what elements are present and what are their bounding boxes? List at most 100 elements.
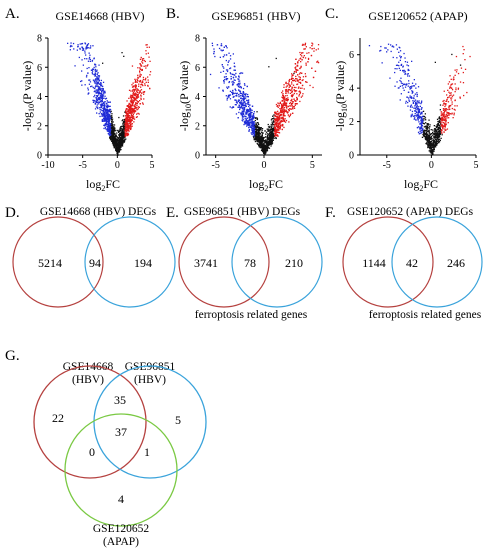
volcano-point [404, 70, 406, 72]
volcano-point [118, 131, 120, 133]
volcano-point [235, 72, 237, 75]
volcano-point [115, 140, 117, 142]
volcano-point [127, 116, 130, 119]
volcano-point [136, 113, 138, 115]
volcano-point [440, 111, 442, 113]
volcano-point [432, 146, 435, 149]
volcano-point [248, 121, 250, 124]
volcano-point [251, 111, 253, 114]
y-tick-label: 2 [349, 117, 354, 128]
volcano-point [275, 111, 277, 113]
volcano-point [114, 141, 116, 143]
volcano-point [112, 137, 114, 139]
volcano-point [442, 119, 444, 121]
volcano-point [421, 129, 424, 131]
volcano-point [433, 125, 435, 127]
x-tick-label: -5 [211, 160, 219, 171]
volcano-point [113, 137, 115, 139]
volcano-point [447, 122, 449, 124]
volcano-point [264, 147, 266, 149]
volcano-point [247, 101, 249, 103]
volcano-point [97, 91, 99, 93]
volcano-point [97, 89, 99, 92]
volcano-point [299, 51, 301, 54]
venn-g-circle-gse96851 [93, 365, 207, 479]
volcano-point [242, 118, 244, 120]
volcano-point [109, 129, 111, 131]
volcano-point [446, 98, 448, 101]
volcano-point [227, 69, 229, 71]
volcano-point [133, 98, 135, 100]
y-tick-label: 0 [37, 151, 42, 162]
volcano-point [420, 124, 423, 126]
volcano-point [285, 103, 287, 105]
volcano-point [122, 123, 124, 125]
volcano-point [269, 131, 271, 133]
volcano-point [432, 131, 434, 134]
volcano-point [423, 126, 425, 128]
volcano-point [95, 100, 97, 103]
volcano-point [115, 140, 117, 142]
volcano-point [103, 102, 105, 104]
volcano-point [448, 96, 450, 98]
volcano-point [243, 107, 245, 109]
volcano-point [291, 88, 293, 90]
volcano-point [276, 134, 278, 136]
volcano-point [134, 110, 136, 113]
volcano-point [233, 92, 235, 95]
volcano-point [418, 121, 420, 123]
volcano-point [399, 50, 402, 52]
volcano-point [444, 110, 446, 112]
volcano-point [136, 106, 138, 109]
volcano-point [311, 42, 313, 44]
volcano-point [244, 93, 246, 95]
volcano-point [134, 85, 136, 87]
volcano-point [440, 117, 442, 119]
volcano-point [130, 117, 132, 119]
volcano-point [291, 77, 293, 79]
volcano-point [313, 47, 315, 50]
volcano-point [445, 103, 447, 105]
volcano-point [400, 64, 402, 66]
volcano-point [97, 102, 99, 104]
volcano-point [145, 67, 147, 69]
volcano-point [299, 100, 301, 103]
volcano-point [439, 135, 441, 138]
volcano-point [245, 120, 247, 122]
volcano-point [423, 119, 425, 121]
volcano-point [299, 67, 301, 70]
volcano-point [259, 128, 261, 131]
volcano-point [131, 86, 134, 88]
volcano-point [101, 120, 103, 122]
volcano-a-ylabel: -log10(P value) [20, 61, 36, 132]
volcano-point [436, 118, 439, 120]
volcano-point [270, 143, 273, 145]
volcano-point [110, 133, 112, 136]
volcano-point [268, 141, 270, 144]
volcano-point [267, 137, 270, 139]
volcano-point [247, 114, 250, 116]
volcano-point [128, 106, 131, 108]
venn-g: GSE14668 (HBV) GSE96851 (HBV) 22 35 5 0 … [33, 361, 207, 548]
x-tick-label: 5 [310, 160, 315, 171]
volcano-point [296, 79, 299, 81]
volcano-point [106, 114, 108, 117]
volcano-point [267, 133, 269, 135]
volcano-point [437, 127, 439, 129]
volcano-point [278, 103, 280, 105]
volcano-point [432, 148, 435, 150]
volcano-point [142, 84, 144, 87]
volcano-point [282, 125, 284, 127]
volcano-point [459, 96, 461, 98]
volcano-point [448, 81, 451, 83]
venn-g-circle-gse14668 [33, 365, 147, 479]
volcano-point [280, 115, 282, 117]
volcano-point [116, 150, 118, 152]
volcano-point [130, 124, 132, 126]
volcano-point [291, 90, 293, 92]
volcano-point [293, 71, 296, 73]
volcano-point [139, 63, 141, 65]
volcano-point [99, 107, 101, 109]
volcano-point [294, 104, 296, 106]
volcano-point [299, 81, 302, 84]
